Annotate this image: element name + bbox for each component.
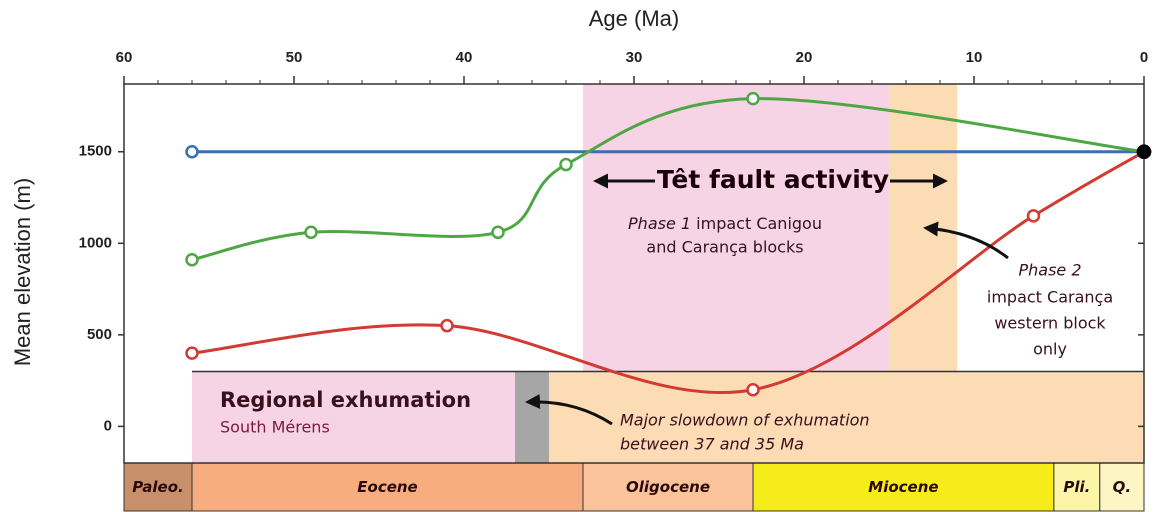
marker [491,225,505,240]
shaded-region [515,371,549,463]
marker [1136,144,1152,159]
x-axis-title: Age (Ma) [589,6,679,31]
y-tick-label: 0 [104,417,112,434]
epoch [752,462,1055,512]
regional-label: Regional exhumation [220,388,471,412]
regional-sub: South Mérens [220,418,330,437]
epoch-label: Eocene [357,478,417,496]
regions [192,84,1144,463]
phase1-name: Phase 1 [628,214,691,233]
phase2-text: western block [994,314,1106,333]
shaded-region [192,371,515,463]
series-line [191,150,1145,395]
fault-label: Têt fault activity [657,165,889,194]
phase1-text: and Carança blocks [646,238,803,257]
x-tick-label: 60 [116,49,133,66]
slowdown-text: between 37 and 35 Ma [620,435,804,454]
shaded-region [889,84,957,372]
phase2-text: only [1033,340,1067,359]
x-tick-label: 20 [796,49,813,66]
x-tick-label: 30 [626,49,643,66]
phase1-label: Phase 1 impact Canigou [628,214,822,233]
y-axis-title: Mean elevation (m) [10,178,35,366]
epoch-label: Q. [1113,478,1131,496]
x-tick-label: 50 [286,49,303,66]
marker [185,253,199,267]
marker [185,346,199,360]
marker [559,157,573,172]
marker [185,144,199,159]
x-tick-label: 10 [966,49,983,66]
epoch [1099,462,1145,512]
epoch-label: Pli. [1063,478,1090,496]
x-tick-label: 0 [1140,49,1148,66]
shaded-region [549,371,1144,463]
marker [1026,209,1041,223]
epoch [191,462,584,512]
arrow [923,221,1009,260]
epoch [1053,462,1101,512]
time-scale: Paleo. Eocene Oligocene Miocene Pli. Q. [123,462,1145,512]
epoch-label: Oligocene [626,478,710,496]
marker [746,91,760,106]
epoch [582,462,754,512]
phase2-text: impact Carança [987,288,1113,307]
phase1-text: impact Canigou [696,214,822,233]
phase2-name: Phase 2 [1018,261,1081,280]
marker [440,318,454,333]
epoch-label: Paleo. [132,478,183,496]
y-tick-label: 1000 [79,234,112,251]
arrow [525,393,613,426]
epoch-label: Miocene [868,478,938,496]
shaded-region [583,84,889,372]
lines [185,91,1152,397]
y-tick-label: 500 [87,326,112,343]
marker [746,383,760,397]
y-tick-label: 1500 [79,143,112,160]
x-tick-label: 40 [456,49,473,66]
marker [304,225,318,240]
slowdown-text: Major slowdown of exhumation [620,411,870,430]
epoch [123,462,193,512]
